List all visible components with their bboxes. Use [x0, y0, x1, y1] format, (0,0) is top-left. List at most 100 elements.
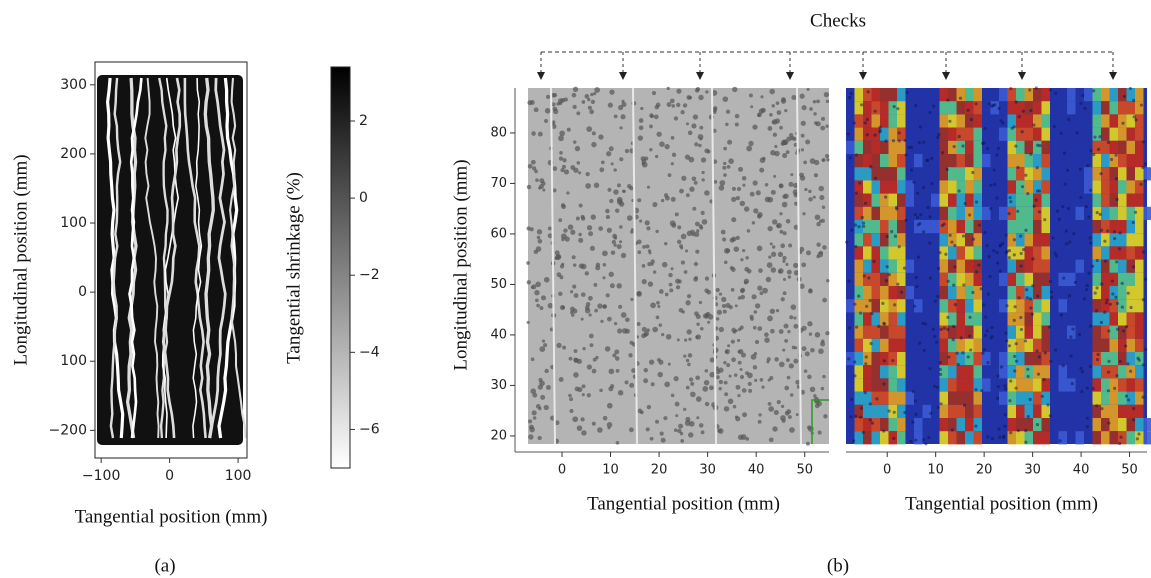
pore: [881, 301, 885, 305]
heatmap-cell: [973, 431, 982, 445]
pore: [697, 134, 704, 140]
pore: [606, 227, 612, 233]
pore: [1141, 363, 1145, 367]
pore: [630, 230, 634, 234]
pore: [868, 418, 873, 422]
pore: [767, 226, 773, 232]
pore: [777, 251, 784, 258]
check-line: [550, 87, 556, 445]
arrow-head: [619, 72, 627, 80]
heatmap-cell: [880, 114, 889, 128]
heatmap-cell: [1118, 286, 1127, 300]
heatmap-cell: [871, 154, 880, 168]
pore: [1067, 117, 1071, 122]
heatmap-cell: [1067, 88, 1076, 102]
pore: [605, 214, 611, 220]
heatmap-cell: [897, 206, 906, 220]
pore: [754, 339, 760, 345]
pore: [636, 291, 642, 297]
pore: [1120, 305, 1124, 309]
pore: [1017, 296, 1021, 300]
pore: [913, 212, 918, 217]
heatmap-cell: [863, 101, 872, 115]
pore: [1055, 209, 1060, 213]
pore: [1115, 301, 1119, 305]
pore: [617, 390, 624, 396]
pore: [1009, 200, 1013, 204]
pore: [757, 419, 762, 424]
pore: [738, 348, 744, 355]
pore: [608, 386, 614, 392]
pore: [1111, 292, 1115, 296]
pore: [935, 385, 940, 389]
pore: [891, 359, 895, 363]
pore: [869, 165, 873, 169]
heatmap-cell: [897, 272, 906, 286]
heatmap-cell: [1033, 154, 1042, 168]
heatmap-cell: [939, 127, 948, 141]
pore: [591, 141, 597, 148]
arrows: [537, 52, 1117, 80]
pore: [534, 169, 538, 174]
heatmap-cell: [871, 140, 880, 154]
heatmap-cell: [1024, 286, 1033, 300]
pore: [919, 213, 923, 217]
heatmap-cell: [956, 154, 965, 168]
heatmap-cell: [1101, 206, 1110, 220]
pore: [1094, 309, 1099, 313]
pore: [907, 145, 911, 149]
pore: [1036, 294, 1040, 298]
heatmap-cell: [939, 206, 948, 220]
pore: [857, 294, 861, 298]
pore: [1085, 287, 1089, 292]
pore: [769, 88, 775, 95]
pore: [1059, 313, 1064, 317]
heatmap-cell: [1092, 127, 1101, 141]
pore: [651, 91, 657, 96]
pore: [801, 105, 807, 111]
pore: [1129, 305, 1133, 310]
pore: [695, 375, 700, 381]
pore: [893, 234, 898, 238]
pore: [990, 104, 994, 108]
pore: [1121, 121, 1125, 125]
pore: [722, 309, 727, 314]
pore: [695, 314, 701, 320]
heatmap-cell: [939, 338, 948, 352]
pore: [735, 196, 740, 201]
pore: [928, 367, 932, 371]
heatmap-cell: [1024, 431, 1033, 445]
pore: [600, 319, 604, 323]
pore: [584, 271, 589, 276]
heatmap-cell: [939, 418, 948, 432]
pore: [847, 357, 851, 361]
pore: [750, 353, 757, 360]
pore: [769, 242, 773, 246]
pore: [652, 326, 658, 333]
heatmap-cell: [965, 272, 974, 286]
heatmap-cell: [897, 101, 906, 115]
pore: [769, 375, 774, 381]
pore: [659, 141, 665, 147]
heatmap-cell: [973, 404, 982, 418]
pore: [799, 283, 805, 289]
heatmap-cell: [1041, 180, 1050, 194]
pore: [785, 262, 789, 266]
pore: [1139, 182, 1143, 186]
heatmap-cell: [956, 167, 965, 181]
heatmap-cell: [973, 193, 982, 207]
pore: [1096, 147, 1101, 151]
heatmap-cell: [1101, 127, 1110, 141]
pore: [1086, 163, 1090, 168]
pore: [849, 415, 853, 419]
pore: [606, 402, 613, 409]
x-tick-label: 30: [699, 463, 716, 478]
pore: [1016, 165, 1020, 169]
pore: [1003, 424, 1007, 428]
heatmap-cell: [939, 167, 948, 181]
heatmap-cell: [956, 88, 965, 102]
pore: [739, 374, 745, 380]
pore: [735, 235, 740, 241]
pore: [558, 101, 563, 106]
heatmap-cell: [1118, 233, 1127, 247]
